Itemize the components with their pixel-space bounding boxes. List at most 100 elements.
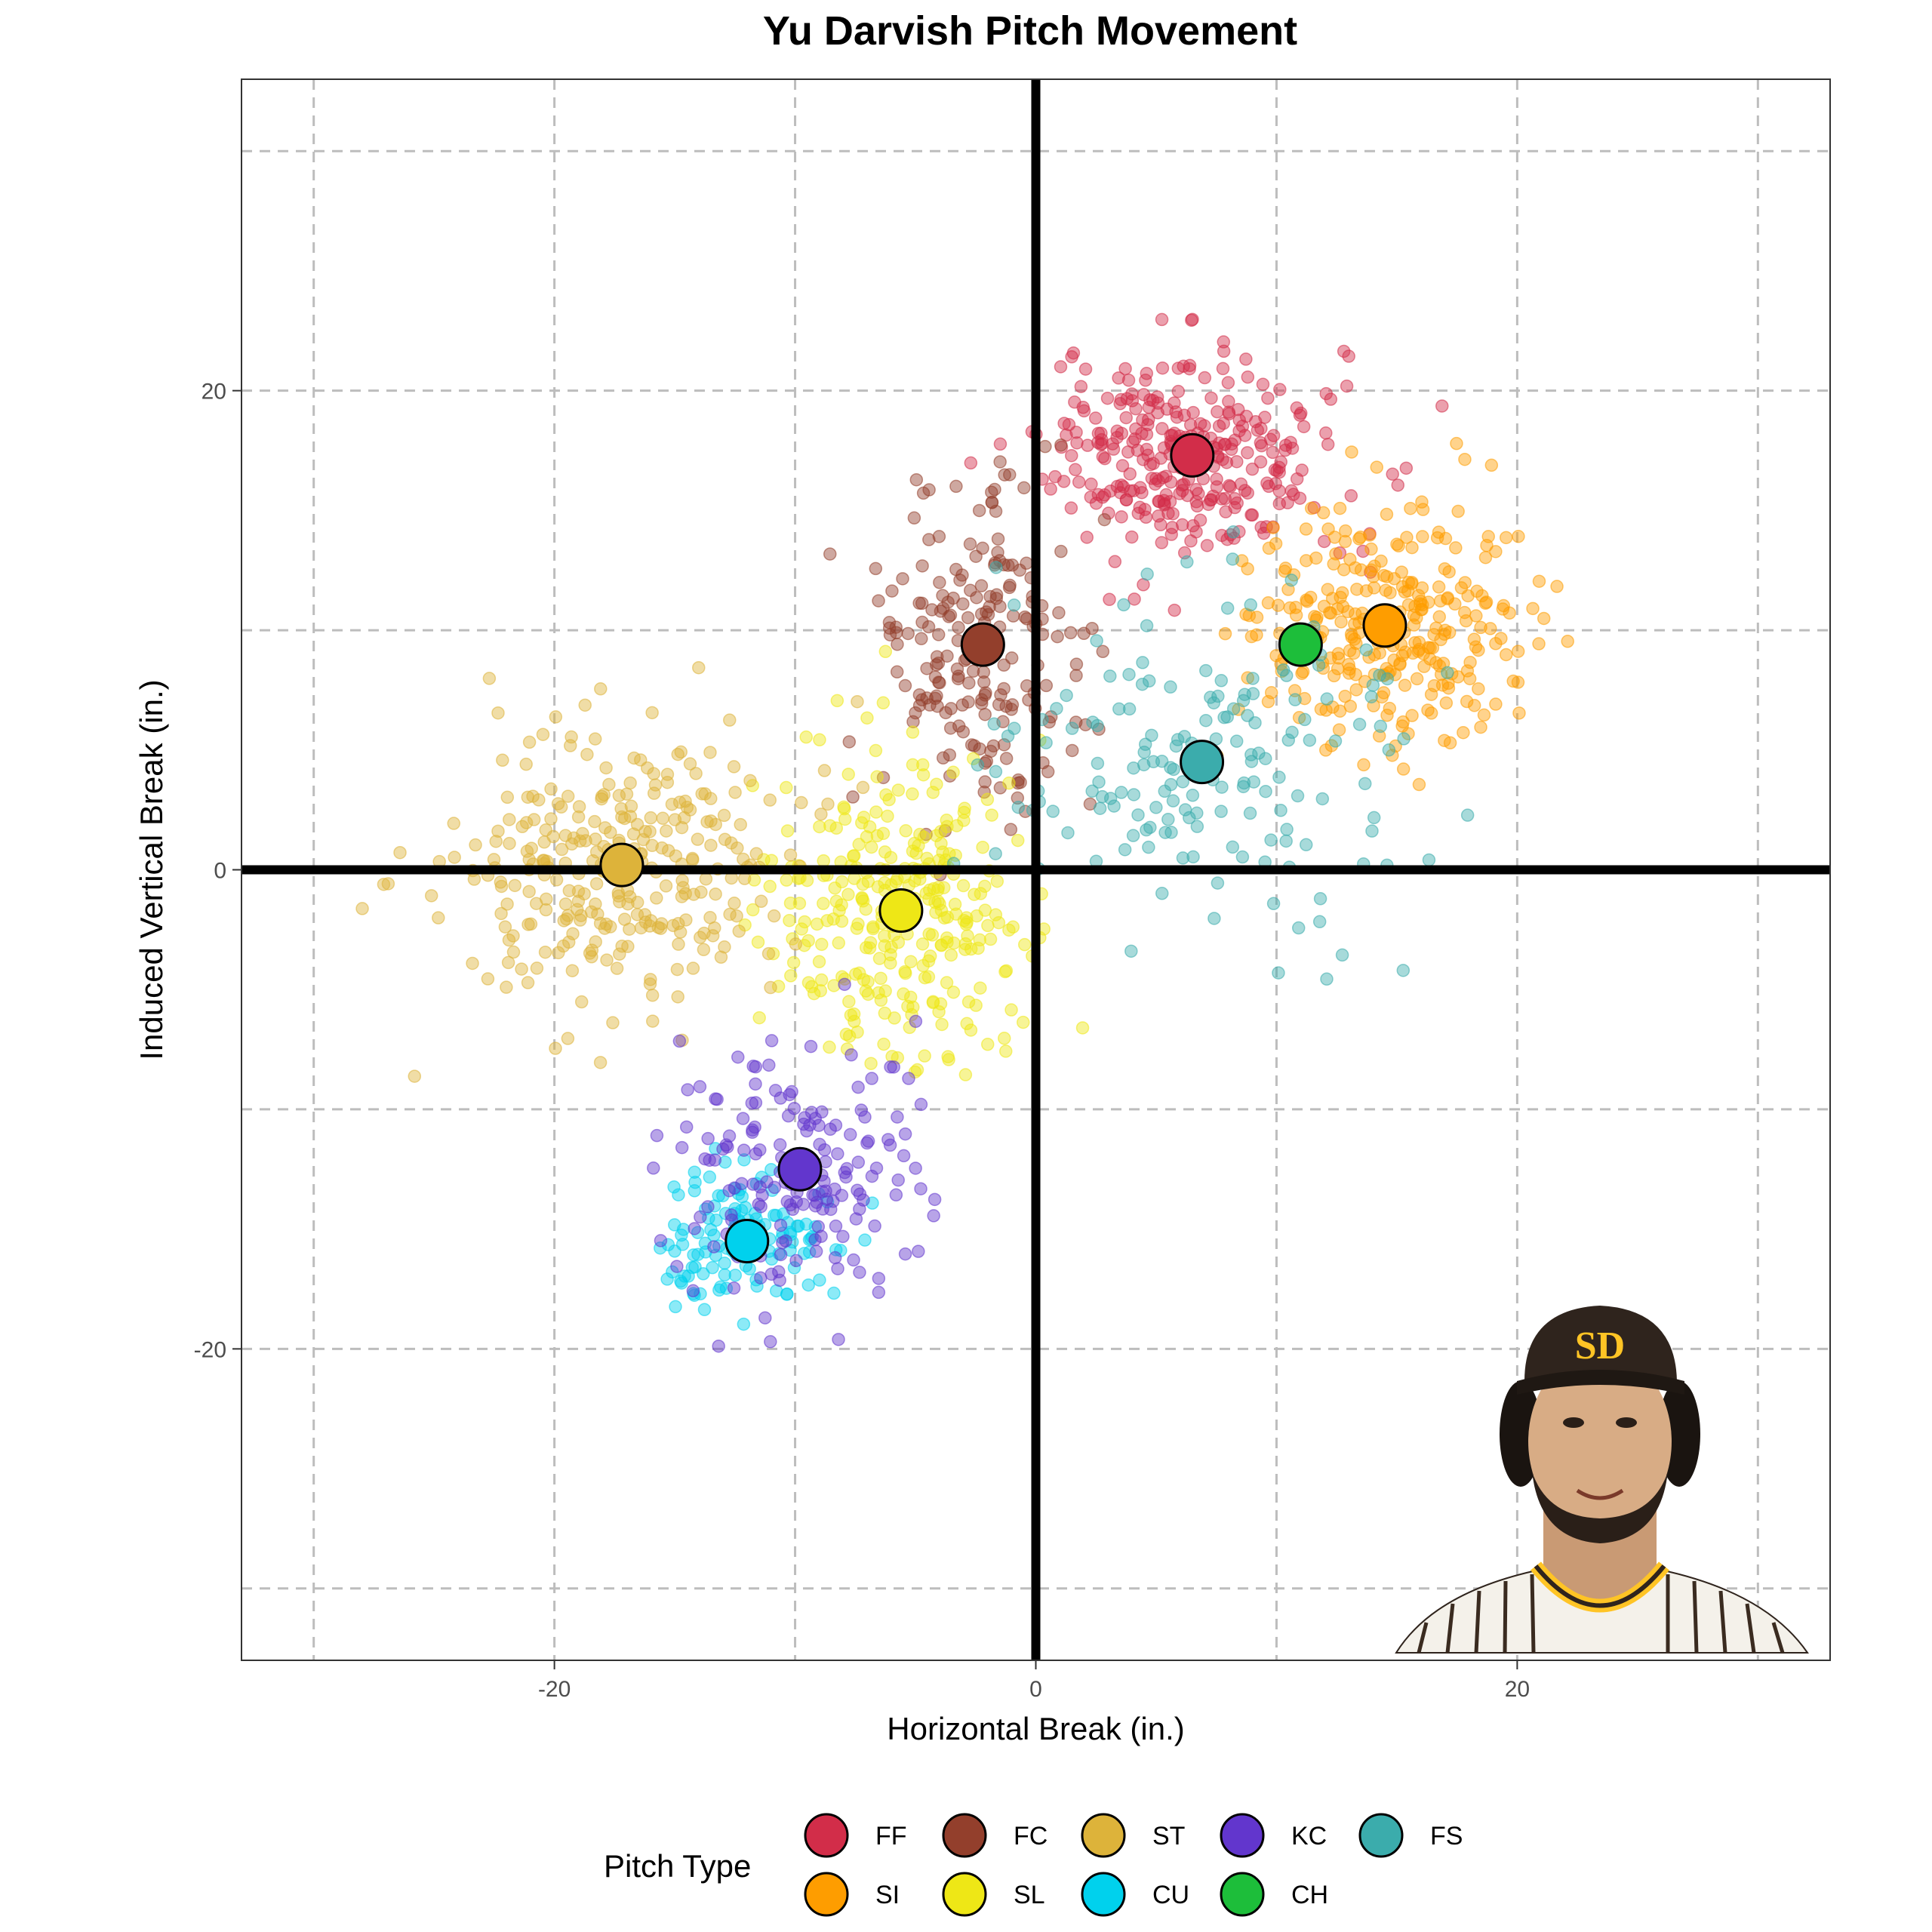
pitch-point-si <box>1430 531 1444 545</box>
pitch-point-st <box>675 874 689 888</box>
pitch-point-kc <box>865 1072 878 1085</box>
pitch-point-st <box>593 1056 608 1069</box>
pitch-point-si <box>1383 701 1397 715</box>
pitch-point-fs <box>1176 775 1190 789</box>
pitch-point-st <box>501 955 515 970</box>
pitch-point-si <box>1537 611 1551 626</box>
pitch-point-sl <box>871 880 885 894</box>
pitch-point-ff <box>1155 312 1169 327</box>
pitch-point-ff <box>1228 500 1241 515</box>
pitch-point-ff <box>1435 399 1449 413</box>
pitch-point-st <box>851 694 864 709</box>
pitch-point-sl <box>964 1023 978 1037</box>
pitch-point-ff <box>1214 492 1229 506</box>
pitch-point-kc <box>679 1120 694 1134</box>
pitch-point-ff <box>1091 426 1106 441</box>
pitch-point-st <box>714 950 728 964</box>
pitch-point-sl <box>999 1044 1013 1058</box>
pitch-point-ff <box>1119 411 1133 425</box>
pitch-point-ff <box>1238 429 1252 442</box>
legend-key-fc <box>942 1813 987 1858</box>
pitch-point-fc <box>955 698 970 712</box>
pitch-point-cu <box>714 1280 728 1294</box>
pitch-point-fs <box>1211 689 1225 703</box>
pitch-point-kc <box>844 1048 858 1062</box>
pitch-point-st <box>789 937 803 951</box>
pitch-point-fc <box>978 775 992 789</box>
pitch-point-kc <box>712 1339 725 1353</box>
pitch-point-st <box>660 775 675 789</box>
pitch-point-fs <box>1291 921 1306 935</box>
pitch-point-st <box>589 832 602 846</box>
pitch-point-ff <box>1154 451 1168 465</box>
pitch-point-st <box>393 845 407 860</box>
pitch-point-fs <box>1246 687 1260 700</box>
pitch-point-si <box>1241 671 1254 685</box>
pitch-point-si <box>1278 565 1292 578</box>
pitch-point-st <box>686 961 700 975</box>
pitch-point-si <box>1561 635 1574 648</box>
pitch-point-st <box>659 879 673 893</box>
pitch-point-si <box>1484 622 1497 635</box>
pitch-point-sl <box>897 987 910 1001</box>
pitch-point-kc <box>897 1149 911 1163</box>
pitch-point-sl <box>941 1050 955 1063</box>
pitch-point-sl <box>784 969 798 983</box>
pitch-point-st <box>578 698 592 712</box>
pitch-point-sl <box>801 934 815 948</box>
pitch-point-kc <box>749 1096 763 1109</box>
pitch-point-fs <box>1274 804 1287 817</box>
pitch-point-kc <box>686 1284 700 1298</box>
pitch-point-fc <box>1054 438 1068 452</box>
pitch-point-fs <box>1315 792 1330 806</box>
pitch-point-ff <box>1266 445 1280 460</box>
pitch-point-fs <box>1367 811 1381 825</box>
pitch-point-fc <box>977 675 991 689</box>
pitch-point-si <box>1318 743 1333 757</box>
pitch-point-sl <box>878 845 892 859</box>
pitch-point-kc <box>831 1147 844 1161</box>
pitch-point-st <box>743 774 757 788</box>
pitch-point-ff <box>1165 429 1179 442</box>
pitch-point-ff <box>1337 344 1351 358</box>
pitch-point-fc <box>962 676 976 690</box>
pitch-point-kc <box>831 1262 844 1275</box>
pitch-point-fs <box>1158 826 1172 839</box>
pitch-point-ff <box>1140 367 1154 380</box>
pitch-point-sl <box>878 645 893 659</box>
pitch-point-fc <box>999 752 1014 765</box>
svg-text:SD: SD <box>1575 1324 1625 1367</box>
pitch-point-ff <box>1256 377 1270 392</box>
pitch-point-st <box>672 917 685 931</box>
pitch-point-sl <box>958 1068 973 1081</box>
pitch-point-st <box>624 799 638 814</box>
pitch-point-st <box>588 732 602 746</box>
pitch-point-ff <box>1241 446 1254 460</box>
pitch-point-fs <box>1226 552 1240 566</box>
pitch-point-si <box>1289 608 1303 622</box>
pitch-point-fs <box>1299 838 1313 852</box>
pitch-point-ff <box>1344 489 1358 503</box>
pitch-point-fc <box>1004 823 1018 836</box>
pitch-point-kc <box>724 1208 738 1222</box>
pitch-point-st <box>650 891 663 905</box>
legend-label-cu: CU <box>1152 1881 1189 1909</box>
pitch-point-sl <box>751 935 765 949</box>
pitch-point-fs <box>1176 851 1190 865</box>
pitch-point-ff <box>1241 370 1255 384</box>
pitch-point-sl <box>949 819 964 832</box>
pitch-point-sl <box>842 995 856 1008</box>
pitch-point-kc <box>746 1059 760 1073</box>
pitch-point-ff <box>1230 454 1244 469</box>
pitch-point-sl <box>859 940 873 955</box>
pitch-point-kc <box>909 1161 922 1175</box>
pitch-point-fc <box>974 579 989 592</box>
pitch-point-ff <box>1133 500 1147 515</box>
pitch-point-st <box>589 935 602 949</box>
pitch-point-kc <box>752 1197 766 1211</box>
pitch-point-fs <box>1166 794 1180 808</box>
pitch-point-sl <box>916 758 930 772</box>
pitch-point-si <box>1441 681 1456 695</box>
pitch-point-si <box>1484 458 1499 472</box>
pitch-point-ff <box>1184 534 1198 548</box>
